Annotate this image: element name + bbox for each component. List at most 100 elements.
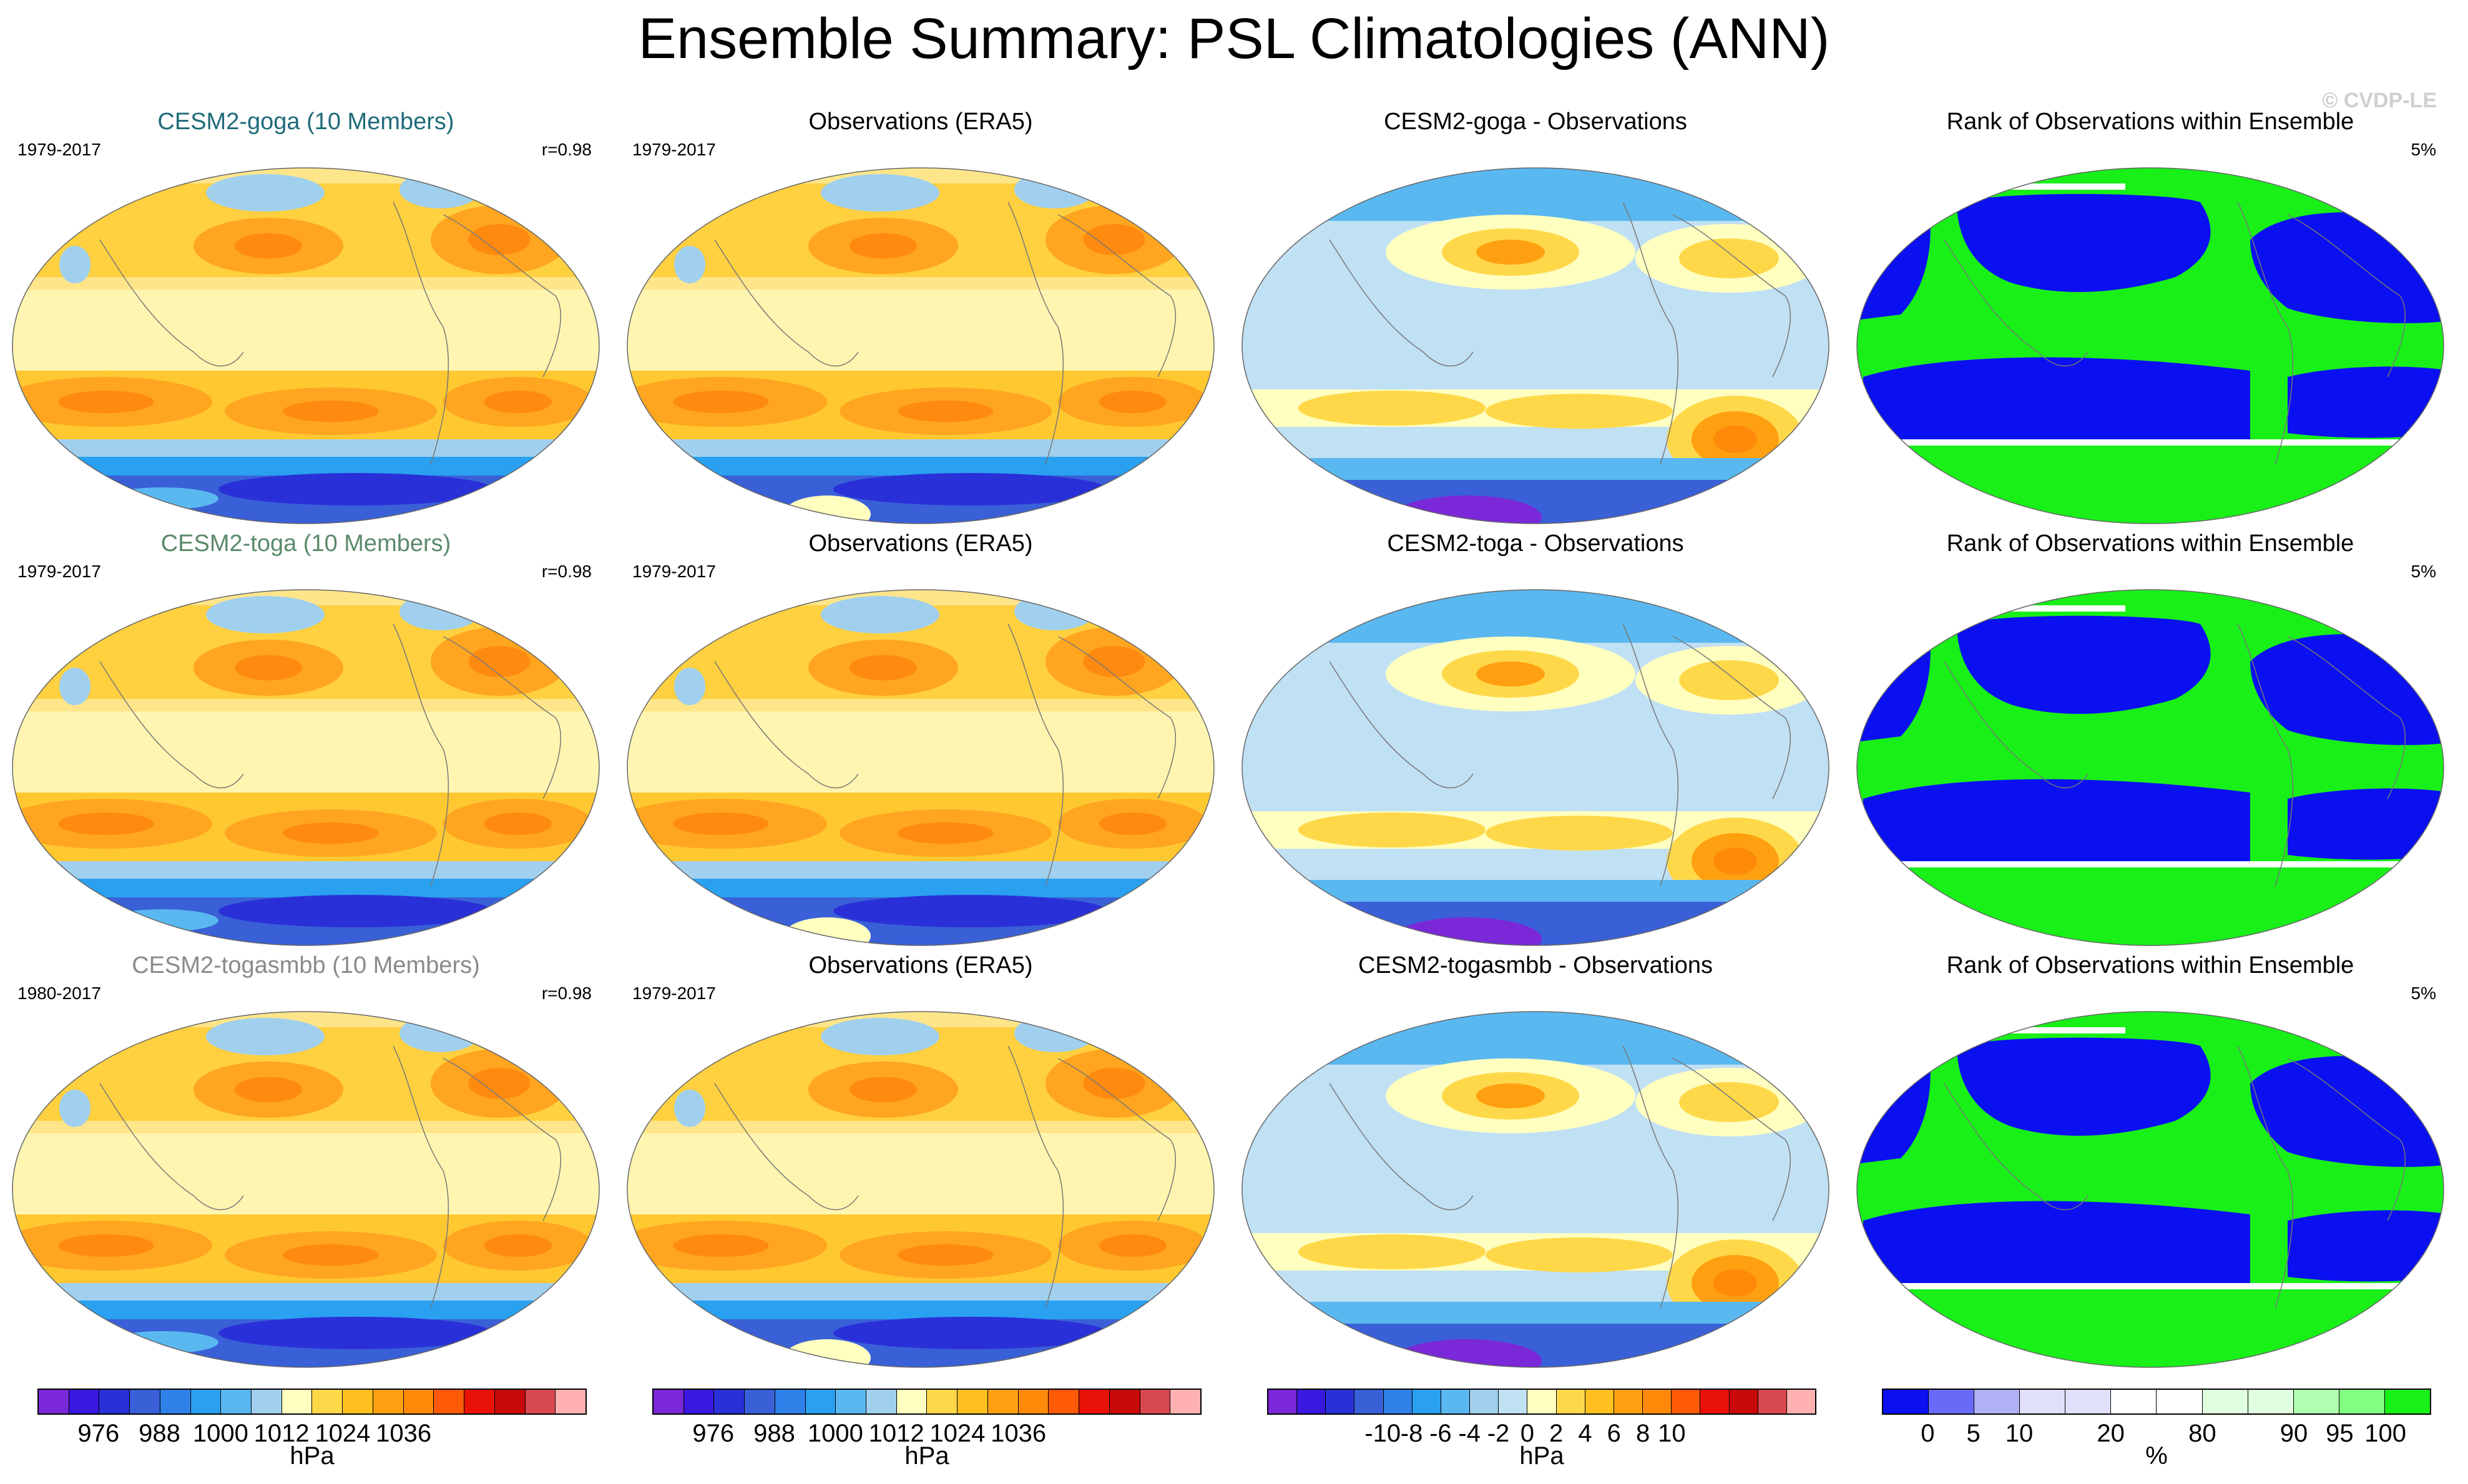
ensemble-map xyxy=(12,167,600,524)
diff-map xyxy=(1241,167,1829,524)
colorbar-swatch xyxy=(130,1390,160,1413)
colorbar-tick-label: 976 xyxy=(77,1420,120,1447)
rank-map xyxy=(1856,589,2444,946)
colorbar-swatch xyxy=(836,1390,867,1413)
panel-title: Rank of Observations within Ensemble xyxy=(1946,109,2354,135)
colorbar-swatch xyxy=(1470,1390,1499,1413)
colorbar-swatch xyxy=(1929,1390,1975,1413)
colorbar-swatch xyxy=(1441,1390,1471,1413)
colorbar-swatch xyxy=(1079,1390,1110,1413)
colorbar-swatch xyxy=(1729,1390,1758,1413)
colorbar-tick-label: 1036 xyxy=(991,1420,1047,1447)
colorbar-unit: hPa xyxy=(904,1442,949,1470)
colorbar-swatch xyxy=(403,1390,434,1413)
ensemble-panel: CESM2-goga (10 Members) 1979-2017 r=0.98 xyxy=(6,107,605,529)
colorbar-tick-label: 8 xyxy=(1635,1420,1650,1447)
colorbar-swatch xyxy=(2202,1390,2248,1413)
colorbar-swatch xyxy=(2020,1390,2066,1413)
colorbar-swatch xyxy=(927,1390,958,1413)
diff-panel: CESM2-goga - Observations xyxy=(1236,107,1835,529)
colorbar-tick-label: -6 xyxy=(1429,1420,1452,1447)
map-outline xyxy=(1856,167,2444,524)
panel-title: CESM2-togasmbb - Observations xyxy=(1358,952,1713,979)
colorbar-swatch xyxy=(1527,1390,1557,1413)
map-outline xyxy=(627,589,1215,946)
figure-title: Ensemble Summary: PSL Climatologies (ANN… xyxy=(638,7,1830,71)
colorbar-swatch xyxy=(343,1390,373,1413)
colorbar-swatch xyxy=(1018,1390,1049,1413)
colorbar-swatch xyxy=(1383,1390,1413,1413)
colorbar-swatch xyxy=(1268,1390,1298,1413)
ensemble-panel: CESM2-toga (10 Members) 1979-2017 r=0.98 xyxy=(6,529,605,951)
colorbar-tick-label: 1036 xyxy=(376,1420,432,1447)
colorbar-swatch xyxy=(221,1390,252,1413)
diff-panel: CESM2-togasmbb - Observations xyxy=(1236,951,1835,1373)
map-outline xyxy=(12,1011,600,1368)
colorbar-tick-label: 988 xyxy=(753,1420,795,1447)
map-outline xyxy=(1856,1011,2444,1368)
map-outline xyxy=(1856,589,2444,946)
colorbar-swatch xyxy=(1758,1390,1787,1413)
colorbar-swatch xyxy=(1786,1390,1815,1413)
ensemble-panel: CESM2-togasmbb (10 Members) 1980-2017 r=0.… xyxy=(6,951,605,1373)
psl-colorbar: 976 988 1000 1012 1024 1036 hPa xyxy=(37,1389,587,1470)
colorbar-swatch xyxy=(2157,1390,2203,1413)
colorbar-tick-label: 10 xyxy=(1658,1420,1686,1447)
map-outline xyxy=(12,167,600,524)
colorbar-swatch xyxy=(1326,1390,1355,1413)
diff-map xyxy=(1241,1011,1829,1368)
colorbar-swatch xyxy=(556,1390,585,1413)
colorbar-tick-label: 1000 xyxy=(192,1420,248,1447)
colorbar-swatch xyxy=(39,1390,69,1413)
panel-title: CESM2-goga (10 Members) xyxy=(157,109,454,135)
stat-label: 5% xyxy=(2411,562,2436,581)
colorbar-tick-label: 90 xyxy=(2279,1420,2308,1447)
colorbar-tick-label: 10 xyxy=(2005,1420,2034,1447)
period-label: 1980-2017 xyxy=(17,984,101,1003)
colorbar-swatch xyxy=(1297,1390,1326,1413)
colorbar-swatch xyxy=(1700,1390,1730,1413)
colorbar-swatch xyxy=(2065,1390,2112,1413)
period-label: 1979-2017 xyxy=(17,562,101,581)
stat-label: 5% xyxy=(2411,140,2436,159)
panel-title: CESM2-toga - Observations xyxy=(1387,530,1684,557)
colorbar-tick-label: 1024 xyxy=(929,1420,986,1447)
obs-panel: Observations (ERA5) 1979-2017 xyxy=(621,951,1220,1373)
colorbar-swatch xyxy=(1614,1390,1643,1413)
colorbar-tick-label: 20 xyxy=(2097,1420,2125,1447)
colorbar-swatch xyxy=(866,1390,897,1413)
colorbar-tick-label: 80 xyxy=(2188,1420,2216,1447)
rank-panel: Rank of Observations within Ensemble 5% xyxy=(1851,107,2450,529)
panel-title: Rank of Observations within Ensemble xyxy=(1946,952,2354,979)
colorbar-tick-label: 0 xyxy=(1520,1420,1534,1447)
map-outline xyxy=(1241,1011,1829,1368)
colorbar-swatch xyxy=(1049,1390,1080,1413)
colorbar-swatch xyxy=(69,1390,100,1413)
panel-title: CESM2-togasmbb (10 Members) xyxy=(132,952,480,979)
colorbar-tick-label: 0 xyxy=(1921,1420,1935,1447)
panel-title: Observations (ERA5) xyxy=(808,109,1033,135)
colorbar-tick-label: 1012 xyxy=(253,1420,310,1447)
obs-map xyxy=(627,1011,1215,1368)
colorbar-swatch xyxy=(1412,1390,1441,1413)
map-outline xyxy=(12,589,600,946)
colorbar-swatch xyxy=(2339,1390,2385,1413)
colorbar-unit: % xyxy=(2145,1442,2168,1470)
colorbar-tick-label: 988 xyxy=(139,1420,180,1447)
stat-label: r=0.98 xyxy=(541,562,592,581)
panel-title: Observations (ERA5) xyxy=(808,530,1033,557)
colorbar-tick-label: 976 xyxy=(692,1420,735,1447)
colorbar-swatch xyxy=(373,1390,404,1413)
panel-title: CESM2-goga - Observations xyxy=(1384,109,1687,135)
colorbar-swatch xyxy=(160,1390,191,1413)
colorbar-swatch xyxy=(1109,1390,1140,1413)
colorbar-swatch xyxy=(464,1390,495,1413)
colorbar-tick-label: 95 xyxy=(2326,1420,2354,1447)
panel-title: CESM2-toga (10 Members) xyxy=(160,530,451,557)
colorbar-swatch xyxy=(525,1390,556,1413)
period-label: 1979-2017 xyxy=(632,562,716,581)
colorbar-swatch xyxy=(1140,1390,1171,1413)
obs-panel: Observations (ERA5) 1979-2017 xyxy=(621,529,1220,951)
colorbar-swatch xyxy=(987,1390,1019,1413)
colorbar-tick-label: 2 xyxy=(1549,1420,1564,1447)
